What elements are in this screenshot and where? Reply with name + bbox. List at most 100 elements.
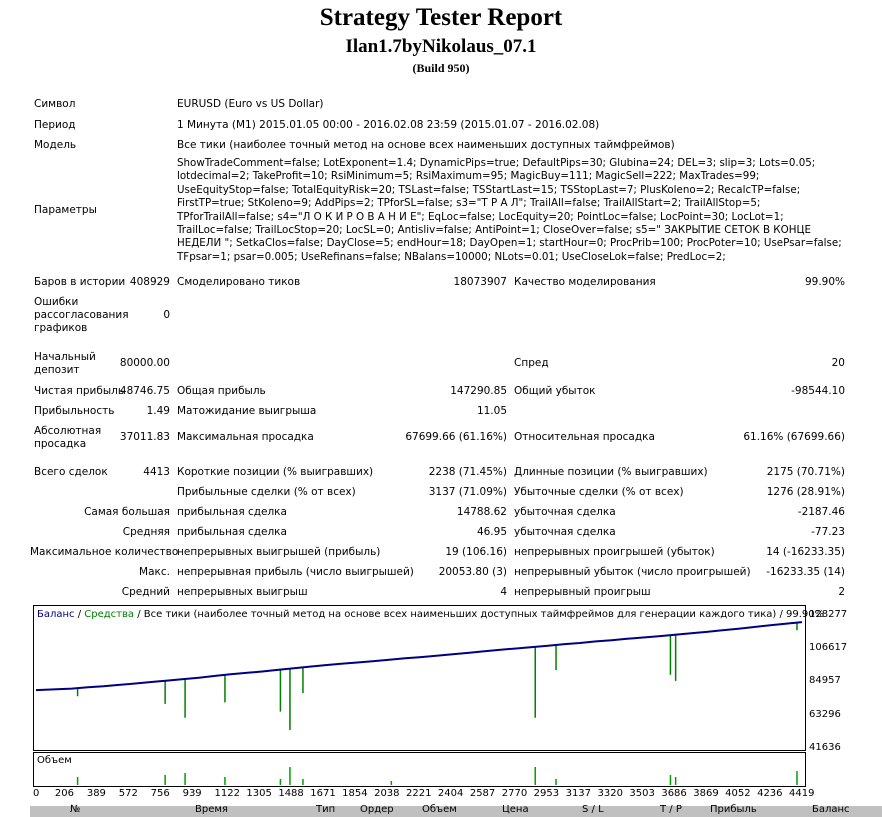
gross-loss-label: Общий убыток bbox=[514, 385, 596, 397]
profit-trades-value: 3137 (71.09%) bbox=[428, 486, 507, 498]
net-profit-label: Чистая прибыль bbox=[34, 385, 125, 397]
symbol-value: EURUSD (Euro vs US Dollar) bbox=[177, 98, 324, 110]
col-number: № bbox=[70, 804, 81, 815]
total-trades-value: 4413 bbox=[143, 466, 170, 478]
max-consecutive-wins-label: непрерывных выигрышей (прибыль) bbox=[177, 546, 381, 558]
col-order: Ордер bbox=[360, 804, 394, 815]
absolute-drawdown-value: 37011.83 bbox=[119, 431, 170, 443]
model-label: Модель bbox=[34, 139, 77, 151]
x-tick-label: 1488 bbox=[278, 788, 304, 799]
legend-balance: Баланс bbox=[37, 609, 75, 620]
volume-chart-plot bbox=[76, 767, 798, 785]
net-profit-value: 48746.75 bbox=[119, 385, 170, 397]
gross-loss-value: -98544.10 bbox=[791, 385, 845, 397]
avg-label: Средний bbox=[121, 586, 170, 598]
x-tick-label: 2221 bbox=[406, 788, 432, 799]
long-positions-label: Длинные позиции (% выигравших) bbox=[514, 466, 708, 478]
y-tick-label: 128277 bbox=[809, 609, 848, 620]
max-consecutive-loss-value: -16233.35 (14) bbox=[766, 566, 845, 578]
largest-loss-value: -2187.46 bbox=[797, 506, 845, 518]
symbol-label: Символ bbox=[34, 98, 76, 110]
balance-chart-plot bbox=[35, 621, 803, 731]
absolute-drawdown-label: Абсолютная просадка bbox=[34, 425, 102, 450]
spread-label: Спред bbox=[514, 357, 549, 369]
x-tick-label: 3503 bbox=[629, 788, 655, 799]
period-value: 1 Минута (M1) 2015.01.05 00:00 - 2016.02… bbox=[177, 119, 600, 131]
quality-label: Качество моделирования bbox=[514, 276, 656, 288]
max-consecutive-losses-value: 14 (-16233.35) bbox=[766, 546, 845, 558]
deposit-label: Начальный депозит bbox=[34, 351, 96, 376]
max-label: Макс. bbox=[139, 566, 170, 578]
max-consecutive-losses-label: непрерывных проигрышей (убыток) bbox=[514, 546, 715, 558]
relative-drawdown-value: 61.16% (67699.66) bbox=[743, 431, 845, 443]
x-tick-label: 2404 bbox=[437, 788, 464, 799]
avg-consecutive-wins-label: непрерывных выигрыш bbox=[177, 586, 308, 598]
average-loss-value: -77.23 bbox=[811, 526, 845, 538]
col-tp: T / P bbox=[660, 804, 682, 815]
bars-label: Баров в истории bbox=[34, 276, 126, 288]
average-profit-value: 46.95 bbox=[476, 526, 507, 538]
profit-factor-value: 1.49 bbox=[146, 405, 170, 417]
x-tick-label: 4236 bbox=[757, 788, 783, 799]
max-consecutive-profit-label: непрерывная прибыль (число выигрышей) bbox=[177, 566, 414, 578]
expert-name: Ilan1.7byNikolaus_07.1 bbox=[345, 36, 537, 57]
balance-line bbox=[35, 621, 803, 692]
errors-value: 0 bbox=[163, 309, 170, 321]
avg-consecutive-losses-value: 2 bbox=[838, 586, 845, 598]
y-tick-label: 41636 bbox=[809, 742, 841, 753]
max-count-label: Максимальное количество bbox=[30, 546, 179, 558]
avg-consecutive-wins-value: 4 bbox=[500, 586, 507, 598]
max-consecutive-loss-label: непрерывный убыток (число проигрышей) bbox=[514, 566, 751, 578]
x-tick-label: 3869 bbox=[693, 788, 719, 799]
legend-separator: / bbox=[74, 609, 85, 620]
x-tick-label: 2587 bbox=[469, 788, 496, 799]
profit-factor-label: Прибыльность bbox=[34, 405, 115, 417]
x-tick-label: 1671 bbox=[310, 788, 336, 799]
x-tick-label: 0 bbox=[33, 788, 40, 799]
relative-drawdown-label: Относительная просадка bbox=[514, 431, 655, 443]
x-tick-label: 4052 bbox=[725, 788, 751, 799]
x-tick-label: 3686 bbox=[661, 788, 687, 799]
avg-consecutive-losses-label: непрерывный проигрыш bbox=[514, 586, 651, 598]
volume-label: Объем bbox=[37, 755, 72, 766]
x-tick-label: 2953 bbox=[533, 788, 560, 799]
average-loss-label: убыточная сделка bbox=[514, 526, 616, 538]
parameters-label: Параметры bbox=[34, 204, 97, 216]
average-label: Средняя bbox=[122, 526, 170, 538]
total-trades-label: Всего сделок bbox=[34, 466, 108, 478]
profit-trades-label: Прибыльные сделки (% от всех) bbox=[177, 486, 356, 498]
trades-table-header bbox=[30, 806, 882, 817]
max-drawdown-value: 67699.66 (61.16%) bbox=[405, 431, 507, 443]
x-tick-label: 1854 bbox=[342, 788, 368, 799]
short-positions-value: 2238 (71.45%) bbox=[428, 466, 507, 478]
y-tick-label: 106617 bbox=[809, 642, 848, 654]
average-profit-label: прибыльная сделка bbox=[177, 526, 287, 538]
x-tick-label: 572 bbox=[118, 788, 138, 799]
col-type: Тип bbox=[316, 804, 336, 815]
parameters-value: ShowTradeComment=false; LotExponent=1.4;… bbox=[177, 157, 842, 263]
largest-loss-label: убыточная сделка bbox=[514, 506, 616, 518]
largest-profit-label: прибыльная сделка bbox=[177, 506, 287, 518]
y-tick-label: 63296 bbox=[809, 708, 841, 720]
x-tick-label: 4419 bbox=[789, 788, 815, 799]
quality-value: 99.90% bbox=[804, 276, 845, 288]
largest-profit-value: 14788.62 bbox=[456, 506, 507, 518]
bars-value: 408929 bbox=[129, 276, 170, 288]
col-balance: Баланс bbox=[812, 804, 850, 815]
col-volume: Объем bbox=[422, 804, 457, 815]
ticks-value: 18073907 bbox=[453, 276, 507, 288]
loss-trades-value: 1276 (28.91%) bbox=[766, 486, 845, 498]
gross-profit-value: 147290.85 bbox=[450, 385, 507, 397]
short-positions-label: Короткие позиции (% выигравших) bbox=[177, 466, 374, 478]
y-tick-label: 84957 bbox=[809, 675, 841, 687]
max-consecutive-wins-value: 19 (106.16) bbox=[445, 546, 507, 558]
x-tick-label: 2770 bbox=[501, 788, 528, 799]
largest-label: Самая большая bbox=[84, 506, 170, 518]
period-label: Период bbox=[34, 119, 76, 131]
x-tick-label: 756 bbox=[150, 788, 170, 799]
deposit-value: 80000.00 bbox=[119, 357, 170, 369]
loss-trades-label: Убыточные сделки (% от всех) bbox=[514, 486, 684, 498]
report-title: Strategy Tester Report bbox=[319, 4, 563, 31]
model-value: Все тики (наиболее точный метод на основ… bbox=[177, 139, 675, 151]
errors-label: Ошибки рассогласования графиков bbox=[34, 296, 129, 334]
